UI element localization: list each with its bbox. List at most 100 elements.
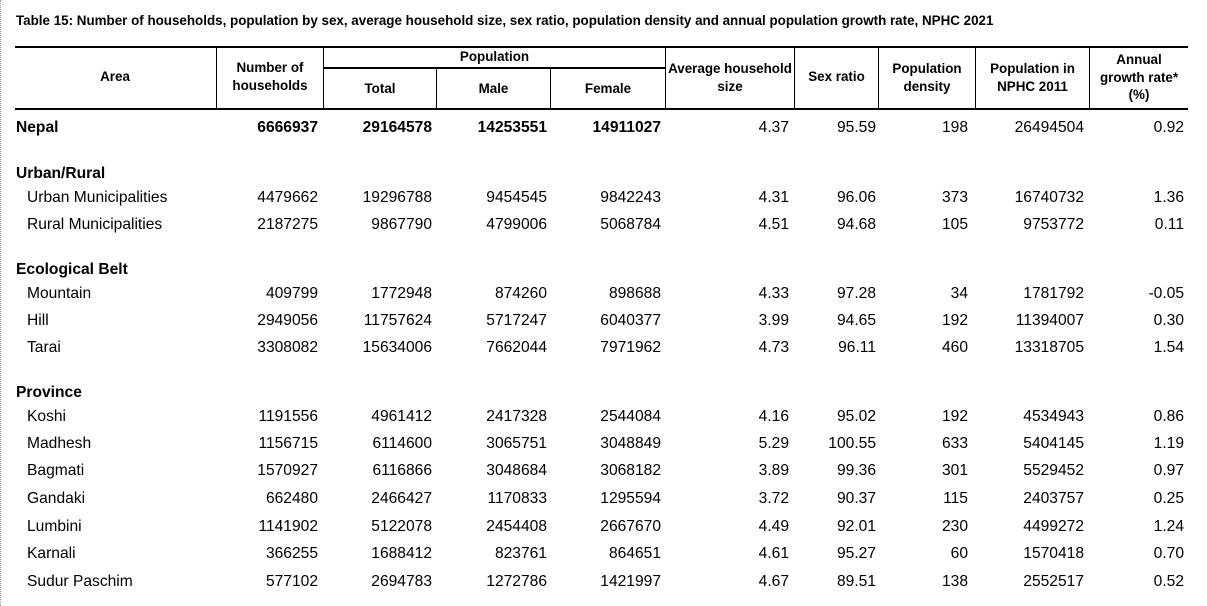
header-separator	[665, 48, 666, 110]
table-cell: 1.36	[1153, 189, 1184, 206]
header-male: Male	[478, 81, 509, 96]
table-cell: 14911027	[592, 119, 661, 136]
table-cell: 89.51	[836, 573, 876, 590]
header-female: Female	[584, 81, 632, 96]
table-cell: 1.54	[1153, 339, 1184, 356]
table-cell: 2403757	[1023, 490, 1084, 507]
table-cell: 3065751	[486, 435, 547, 452]
table-cell: 1295594	[600, 490, 661, 507]
table-cell: 3.72	[758, 490, 789, 507]
header-area: Area	[100, 69, 130, 84]
header-total: Total	[364, 81, 396, 96]
table-cell: 0.97	[1153, 462, 1184, 479]
table-cell: 26494504	[1014, 119, 1084, 136]
table-cell: 5404145	[1023, 435, 1084, 452]
page-left-border	[0, 0, 1, 606]
header-separator	[878, 48, 879, 110]
table-cell: 0.30	[1153, 312, 1184, 329]
row-area-label: Madhesh	[27, 435, 92, 452]
table-cell: 0.92	[1153, 119, 1184, 136]
table-cell: 9454545	[486, 189, 547, 206]
table-cell: 0.70	[1153, 545, 1184, 562]
header-population-density: Population density	[892, 61, 962, 94]
table-cell: 1156715	[258, 435, 318, 452]
table-cell: 9867790	[371, 216, 432, 233]
row-area-label: Gandaki	[27, 490, 86, 507]
table-cell: 577102	[265, 573, 318, 590]
row-area-label: Nepal	[16, 119, 59, 136]
table-cell: 0.86	[1153, 408, 1184, 425]
row-area-label: Tarai	[27, 339, 61, 356]
table-cell: 94.68	[836, 216, 876, 233]
row-area-label: Bagmati	[27, 462, 85, 479]
header-average-household-size: Average household size	[668, 61, 792, 94]
header-annual-growth-rate: Annual growth rate* (%)	[1099, 52, 1179, 102]
population-group-rule	[324, 67, 665, 69]
table-cell: 95.59	[836, 119, 876, 136]
table-cell: 9842243	[600, 189, 661, 206]
table-cell: 2949056	[257, 312, 318, 329]
table-cell: 4.31	[758, 189, 789, 206]
table-cell: 16740732	[1014, 189, 1084, 206]
table-cell: 898688	[608, 285, 661, 302]
section-heading: Province	[16, 384, 82, 401]
table-cell: 2667670	[600, 518, 661, 535]
table-cell: 5068784	[600, 216, 661, 233]
table-cell: 7662044	[486, 339, 547, 356]
table-cell: 1170833	[487, 490, 547, 507]
table-cell: 19296788	[362, 189, 432, 206]
table-cell: 4.33	[758, 285, 789, 302]
table-cell: 1.19	[1153, 435, 1184, 452]
row-area-label: Mountain	[27, 285, 92, 302]
table-cell: 60	[950, 545, 968, 562]
table-cell: 90.37	[836, 490, 876, 507]
header-population: Population	[459, 49, 530, 64]
header-separator	[323, 48, 324, 110]
table-cell: 13318705	[1014, 339, 1084, 356]
table-cell: 4.51	[758, 216, 789, 233]
row-area-label: Lumbini	[27, 518, 82, 535]
table-cell: 92.01	[836, 518, 876, 535]
row-area-label: Urban Municipalities	[27, 189, 168, 206]
header-separator	[794, 48, 795, 110]
table-cell: 96.06	[836, 189, 876, 206]
table-cell: 100.55	[828, 435, 876, 452]
table-cell: 460	[941, 339, 968, 356]
table-cell: 6666937	[257, 119, 318, 136]
table-cell: 4.16	[758, 408, 789, 425]
table-cell: 4.73	[758, 339, 789, 356]
table-cell: 34	[950, 285, 968, 302]
table-cell: 2417328	[486, 408, 547, 425]
table-cell: 5.29	[758, 435, 789, 452]
row-area-label: Hill	[27, 312, 49, 329]
table-cell: 2544084	[600, 408, 661, 425]
table-cell: 192	[941, 312, 968, 329]
table-cell: 3048849	[600, 435, 661, 452]
table-cell: 5529452	[1023, 462, 1084, 479]
table-cell: 3308082	[257, 339, 318, 356]
table-cell: 9753772	[1023, 216, 1084, 233]
table-cell: 198	[941, 119, 968, 136]
table-cell: 6114600	[372, 435, 432, 452]
table-cell: 14253551	[477, 119, 547, 136]
table-cell: 1688412	[371, 545, 432, 562]
table-cell: 864651	[608, 545, 661, 562]
table-cell: 95.02	[836, 408, 876, 425]
section-heading: Urban/Rural	[16, 165, 106, 182]
table-cell: 4.61	[758, 545, 789, 562]
table-cell: 373	[941, 189, 968, 206]
table-title: Table 15: Number of households, populati…	[16, 13, 994, 28]
table-cell: 662480	[265, 490, 318, 507]
table-cell: 0.52	[1153, 573, 1184, 590]
table-cell: 115	[943, 490, 968, 507]
table-cell: 409799	[265, 285, 318, 302]
table-cell: 94.65	[836, 312, 876, 329]
header-separator	[436, 68, 437, 110]
table-cell: 1272786	[486, 573, 547, 590]
table-cell: 1781792	[1023, 285, 1084, 302]
header-top-rule	[15, 46, 1188, 48]
table-cell: 4.37	[758, 119, 789, 136]
table-cell: 3.99	[758, 312, 789, 329]
table-cell: 1570418	[1023, 545, 1084, 562]
table-cell: 5122078	[371, 518, 432, 535]
